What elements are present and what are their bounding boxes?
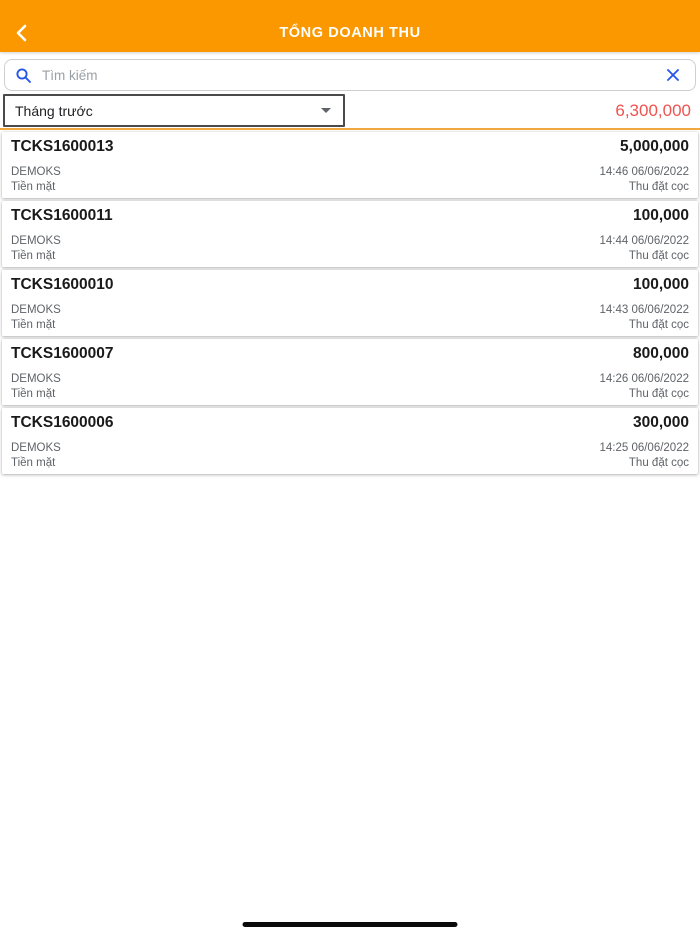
transaction-card[interactable]: TCKS1600011 100,000 DEMOKS 14:44 06/06/2… bbox=[2, 201, 698, 267]
transaction-customer: DEMOKS bbox=[11, 373, 61, 385]
chevron-left-icon bbox=[13, 23, 31, 43]
transaction-card-mid-row: DEMOKS 14:25 06/06/2022 bbox=[11, 441, 689, 456]
transaction-card-mid-row: DEMOKS 14:46 06/06/2022 bbox=[11, 165, 689, 180]
transaction-datetime: 14:44 06/06/2022 bbox=[599, 235, 689, 247]
transaction-card-top-row: TCKS1600010 100,000 bbox=[11, 276, 689, 294]
clear-search-button[interactable] bbox=[661, 63, 685, 87]
transaction-amount: 5,000,000 bbox=[620, 138, 689, 155]
transaction-customer: DEMOKS bbox=[11, 235, 61, 247]
accent-divider bbox=[0, 128, 700, 130]
transaction-amount: 300,000 bbox=[632, 414, 689, 431]
transaction-payment-method: Tiền mặt bbox=[11, 319, 56, 331]
transaction-card[interactable]: TCKS1600013 5,000,000 DEMOKS 14:46 06/06… bbox=[2, 132, 698, 198]
period-dropdown-label: Tháng trước bbox=[15, 102, 93, 119]
transaction-card-bottom-row: Tiền mặt Thu đặt cọc bbox=[11, 387, 689, 402]
transaction-card-bottom-row: Tiền mặt Thu đặt cọc bbox=[11, 318, 689, 333]
transaction-amount: 800,000 bbox=[632, 345, 689, 362]
transaction-datetime: 14:43 06/06/2022 bbox=[599, 304, 689, 316]
transaction-card[interactable]: TCKS1600010 100,000 DEMOKS 14:43 06/06/2… bbox=[2, 270, 698, 336]
transaction-payment-method: Tiền mặt bbox=[11, 457, 56, 469]
transaction-card-mid-row: DEMOKS 14:26 06/06/2022 bbox=[11, 372, 689, 387]
transaction-payment-method: Tiền mặt bbox=[11, 250, 56, 262]
transaction-customer: DEMOKS bbox=[11, 166, 61, 178]
transaction-list: TCKS1600013 5,000,000 DEMOKS 14:46 06/06… bbox=[2, 132, 698, 477]
transaction-code: TCKS1600010 bbox=[11, 276, 114, 293]
transaction-type: Thu đặt cọc bbox=[628, 250, 689, 262]
page-title: TỔNG DOANH THU bbox=[279, 25, 421, 41]
home-indicator[interactable] bbox=[242, 922, 458, 927]
transaction-card-top-row: TCKS1600007 800,000 bbox=[11, 345, 689, 363]
total-amount: 6,300,000 bbox=[615, 100, 691, 120]
transaction-customer: DEMOKS bbox=[11, 304, 61, 316]
transaction-type: Thu đặt cọc bbox=[628, 388, 689, 400]
transaction-code: TCKS1600013 bbox=[11, 138, 114, 155]
transaction-amount: 100,000 bbox=[632, 207, 689, 224]
filter-row: Tháng trước 6,300,000 bbox=[3, 94, 697, 127]
transaction-payment-method: Tiền mặt bbox=[11, 388, 56, 400]
transaction-card-top-row: TCKS1600013 5,000,000 bbox=[11, 138, 689, 156]
transaction-card[interactable]: TCKS1600007 800,000 DEMOKS 14:26 06/06/2… bbox=[2, 339, 698, 405]
transaction-payment-method: Tiền mặt bbox=[11, 181, 56, 193]
transaction-card[interactable]: TCKS1600006 300,000 DEMOKS 14:25 06/06/2… bbox=[2, 408, 698, 474]
search-input[interactable] bbox=[42, 67, 661, 83]
transaction-card-bottom-row: Tiền mặt Thu đặt cọc bbox=[11, 249, 689, 264]
close-icon bbox=[666, 68, 680, 82]
chevron-down-icon bbox=[321, 108, 331, 113]
transaction-datetime: 14:46 06/06/2022 bbox=[599, 166, 689, 178]
transaction-card-top-row: TCKS1600011 100,000 bbox=[11, 207, 689, 225]
transaction-card-bottom-row: Tiền mặt Thu đặt cọc bbox=[11, 180, 689, 195]
transaction-card-top-row: TCKS1600006 300,000 bbox=[11, 414, 689, 432]
transaction-datetime: 14:26 06/06/2022 bbox=[599, 373, 689, 385]
search-bar bbox=[4, 59, 696, 91]
transaction-customer: DEMOKS bbox=[11, 442, 61, 454]
transaction-type: Thu đặt cọc bbox=[628, 181, 689, 193]
app-bar: TỔNG DOANH THU bbox=[0, 0, 700, 52]
transaction-card-bottom-row: Tiền mặt Thu đặt cọc bbox=[11, 456, 689, 471]
transaction-datetime: 14:25 06/06/2022 bbox=[599, 442, 689, 454]
transaction-amount: 100,000 bbox=[632, 276, 689, 293]
transaction-card-mid-row: DEMOKS 14:43 06/06/2022 bbox=[11, 303, 689, 318]
transaction-card-mid-row: DEMOKS 14:44 06/06/2022 bbox=[11, 234, 689, 249]
transaction-type: Thu đặt cọc bbox=[628, 319, 689, 331]
period-dropdown[interactable]: Tháng trước bbox=[3, 94, 345, 127]
back-button[interactable] bbox=[4, 14, 40, 52]
transaction-code: TCKS1600007 bbox=[11, 345, 114, 362]
transaction-type: Thu đặt cọc bbox=[628, 457, 689, 469]
transaction-code: TCKS1600006 bbox=[11, 414, 114, 431]
search-icon bbox=[15, 67, 32, 84]
app-bar-content: TỔNG DOANH THU bbox=[0, 14, 700, 52]
transaction-code: TCKS1600011 bbox=[11, 207, 113, 224]
